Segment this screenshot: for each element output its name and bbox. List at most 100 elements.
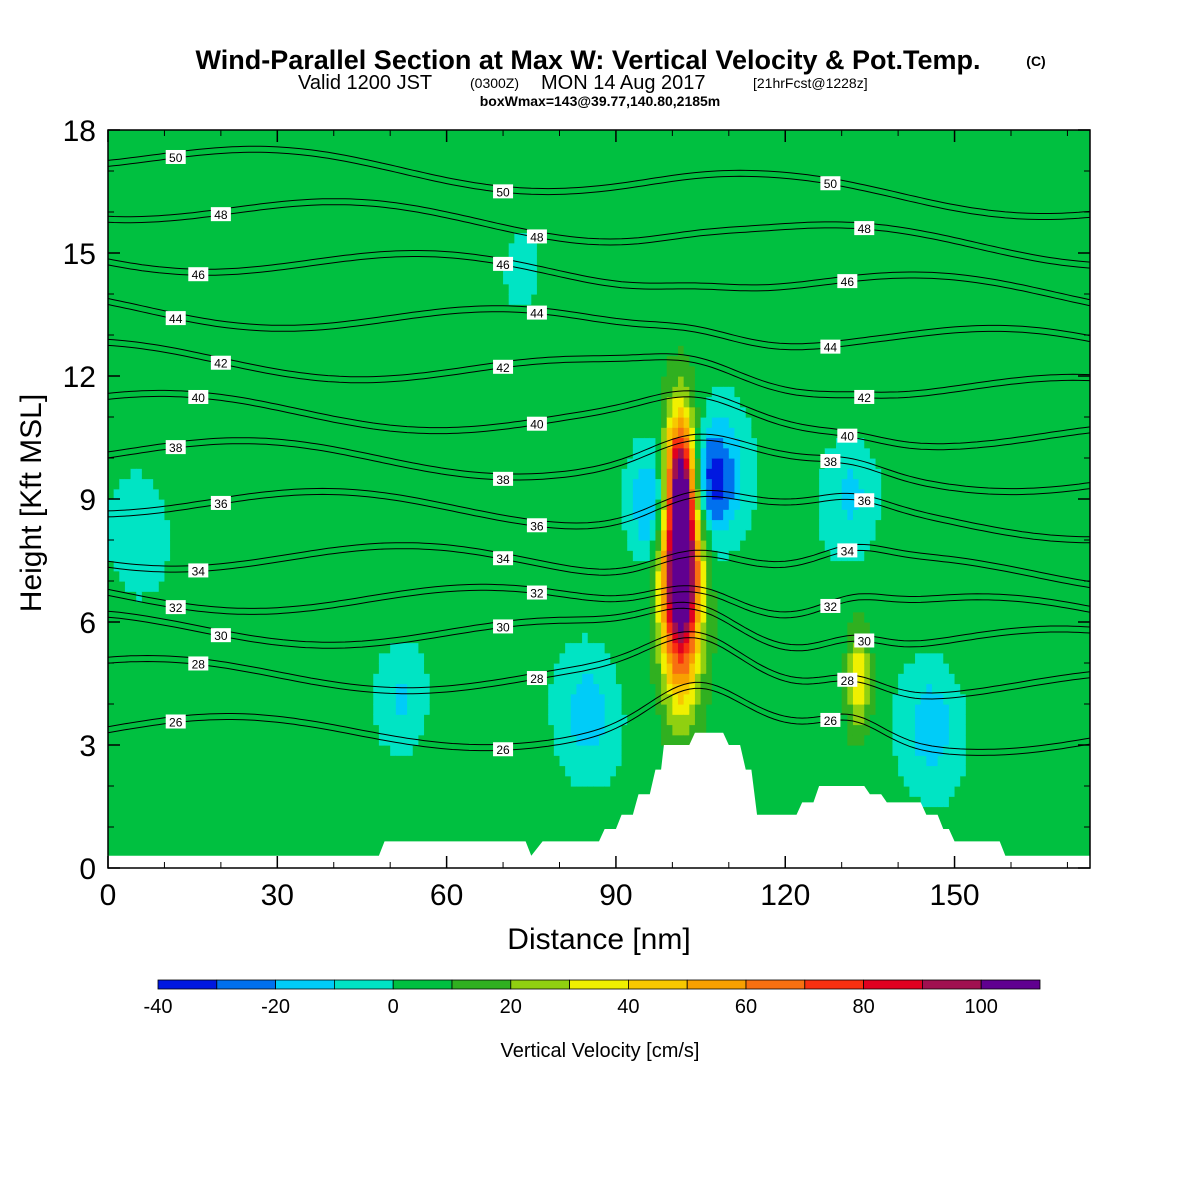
w-cell <box>266 396 273 408</box>
w-cell <box>395 191 403 203</box>
w-cell <box>491 693 499 705</box>
w-cell <box>158 499 166 510</box>
w-cell <box>418 232 425 244</box>
w-cell <box>384 447 391 459</box>
w-cell <box>254 130 261 141</box>
w-cell <box>452 304 459 316</box>
w-cell <box>491 232 499 244</box>
w-cell <box>463 386 470 398</box>
w-cell <box>480 324 487 336</box>
w-cell <box>345 796 352 808</box>
w-cell <box>249 488 256 500</box>
w-cell <box>243 160 250 172</box>
w-cell <box>333 427 340 439</box>
w-cell <box>395 324 403 336</box>
w-cell <box>350 601 357 613</box>
w-cell <box>141 816 149 828</box>
w-cell <box>226 786 233 797</box>
w-cell <box>271 406 278 418</box>
w-cell <box>181 396 188 408</box>
w-cell <box>367 827 374 838</box>
w-cell <box>328 294 335 305</box>
w-cell <box>130 745 137 756</box>
w-cell <box>147 314 154 326</box>
w-cell <box>311 232 318 244</box>
w-cell <box>305 355 312 367</box>
w-cell <box>181 386 188 398</box>
w-cell <box>316 714 324 726</box>
w-cell <box>147 242 154 254</box>
w-cell <box>243 673 250 685</box>
w-cell <box>158 796 166 808</box>
w-cell <box>378 345 386 357</box>
w-cell <box>395 458 403 469</box>
w-cell <box>446 335 453 346</box>
w-cell <box>232 765 239 777</box>
w-cell <box>480 796 487 808</box>
w-cell <box>141 437 149 449</box>
w-cell <box>130 837 137 849</box>
w-cell <box>486 304 493 316</box>
w-cell <box>124 745 132 756</box>
w-cell <box>209 365 216 377</box>
w-cell <box>491 222 499 234</box>
w-cell <box>198 294 205 305</box>
w-cell <box>147 837 154 849</box>
w-cell <box>469 488 476 500</box>
w-cell <box>373 468 380 480</box>
w-cell <box>305 345 312 357</box>
w-cell <box>424 652 431 664</box>
w-cell <box>407 663 414 674</box>
w-cell <box>480 150 487 162</box>
w-cell <box>316 365 324 377</box>
w-cell <box>254 837 261 849</box>
w-cell <box>339 335 346 346</box>
w-cell <box>345 663 352 674</box>
w-cell <box>361 232 369 244</box>
w-cell <box>203 734 211 746</box>
w-cell <box>429 663 436 674</box>
w-cell <box>147 447 154 459</box>
w-cell <box>378 160 386 172</box>
w-cell <box>187 232 194 244</box>
w-cell <box>277 724 284 736</box>
w-cell <box>294 150 301 162</box>
w-cell <box>311 847 318 859</box>
w-cell <box>486 294 493 305</box>
w-cell <box>153 519 160 531</box>
w-cell <box>254 171 261 182</box>
w-cell <box>378 171 386 182</box>
w-cell <box>440 365 448 377</box>
w-cell <box>136 376 143 387</box>
w-cell <box>350 355 357 367</box>
w-cell <box>311 304 318 316</box>
w-cell <box>412 611 420 623</box>
w-cell <box>158 253 166 264</box>
w-cell <box>119 519 126 531</box>
w-cell <box>271 529 278 541</box>
w-cell <box>305 827 312 838</box>
w-cell <box>339 160 346 172</box>
w-cell <box>192 314 199 326</box>
w-cell <box>378 417 386 428</box>
w-cell <box>474 509 482 521</box>
w-cell <box>170 396 177 408</box>
w-cell <box>124 273 132 285</box>
w-cell <box>339 724 346 736</box>
w-cell <box>401 652 408 664</box>
w-cell <box>124 642 132 654</box>
w-cell <box>192 581 199 592</box>
w-cell <box>164 755 171 767</box>
w-cell <box>486 755 493 767</box>
w-cell <box>226 171 233 182</box>
w-cell <box>429 396 436 408</box>
w-cell <box>158 335 166 346</box>
w-cell <box>480 458 487 469</box>
w-cell <box>136 171 143 182</box>
w-cell <box>108 417 115 428</box>
w-cell <box>457 663 465 674</box>
w-cell <box>232 181 239 193</box>
w-cell <box>486 663 493 674</box>
w-cell <box>271 140 278 152</box>
w-cell <box>452 652 459 664</box>
